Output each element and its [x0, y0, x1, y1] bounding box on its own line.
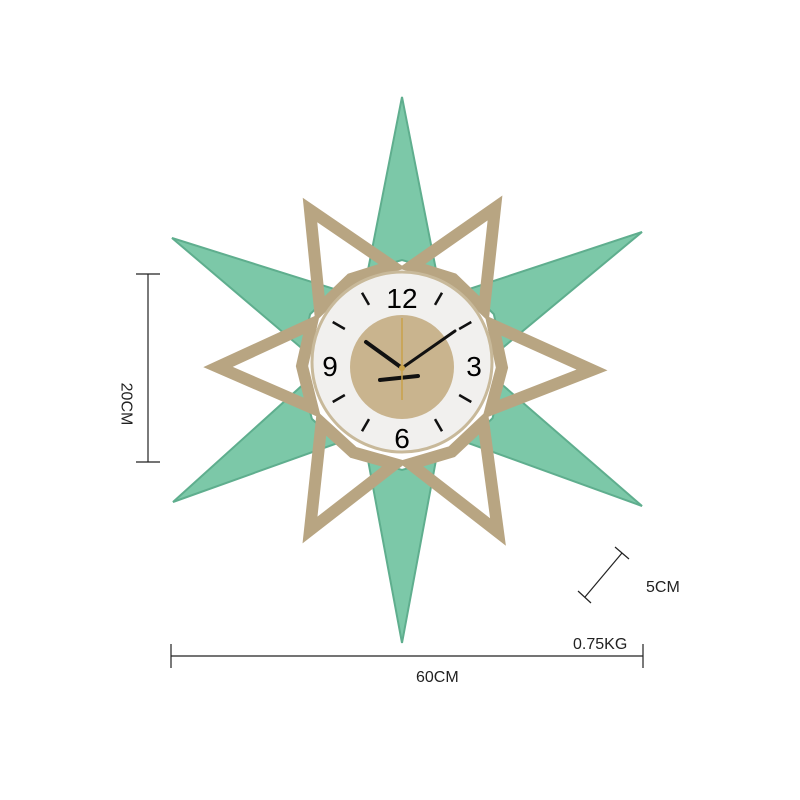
hand-pivot — [399, 365, 405, 371]
green-arm — [366, 96, 438, 272]
hour-hand — [364, 340, 404, 370]
gold-triangle — [302, 197, 406, 322]
gold-triangle — [302, 410, 408, 544]
hour-tick — [458, 320, 472, 331]
hour-tick — [433, 292, 444, 306]
hour-tick — [332, 320, 346, 331]
minute-hand — [400, 329, 457, 370]
weight-label: 0.75KG — [573, 636, 628, 653]
green-arm — [172, 382, 340, 503]
numeral-3: 3 — [466, 351, 482, 382]
dimension-lines — [136, 273, 644, 668]
hour-tick — [433, 418, 444, 432]
hand-tail — [378, 374, 420, 382]
hour-tick — [360, 292, 371, 306]
hour-tick — [458, 393, 472, 404]
gold-triangle — [203, 313, 322, 419]
gold-triangles — [203, 195, 608, 546]
green-arm — [366, 458, 438, 644]
numeral-9: 9 — [322, 351, 338, 382]
depth-label: 5CM — [646, 579, 680, 596]
width-label: 60CM — [416, 669, 459, 686]
numeral-12: 12 — [386, 283, 417, 314]
gold-triangle — [397, 409, 506, 546]
green-arm — [171, 237, 338, 351]
green-arm — [466, 231, 643, 351]
numeral-6: 6 — [394, 423, 410, 454]
gold-triangle — [482, 315, 608, 420]
height-label: 20CM — [117, 382, 135, 426]
hour-tick — [360, 418, 371, 432]
gold-triangle — [398, 195, 503, 322]
hour-tick — [332, 393, 346, 404]
green-star-arms — [171, 96, 643, 644]
hour-ticks — [332, 292, 472, 432]
green-arm — [464, 381, 643, 507]
